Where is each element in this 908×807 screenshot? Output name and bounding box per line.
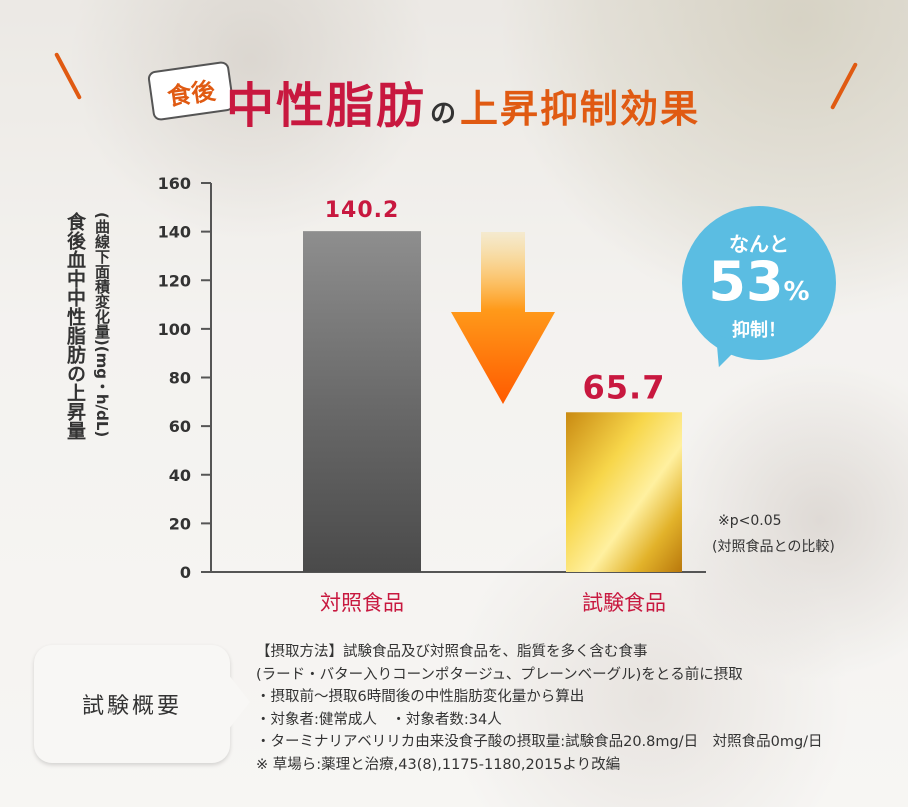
bar-1 (566, 412, 682, 572)
significance-note: ※p<0.05 (対照食品との比較) (712, 508, 835, 560)
category-label: 試験食品 (582, 591, 666, 615)
detail-line: ・摂取前～摂取6時間後の中性脂肪変化量から算出 (256, 689, 585, 705)
bar-value-label: 140.2 (325, 198, 400, 223)
y-axis-label: 食後血中中性脂肪の上昇量 (曲線下面積変化量)(mg・h/dL) (62, 212, 122, 532)
reduction-badge: なんと 53% 抑制！ (682, 206, 836, 360)
test-details: 【摂取方法】試験食品及び対照食品を、脂質を多く含む食事 (ラード・バター入りコー… (256, 641, 823, 776)
badge-bottom-text: 抑制！ (732, 320, 786, 341)
y-tick-label: 100 (158, 320, 191, 339)
y-axis-label-main: 食後血中中性脂肪の上昇量 (64, 212, 86, 440)
bar-chart: 0 20 40 60 80 100 120 140 160 140.2 対照食品 65.7 試験食品 (158, 174, 706, 615)
detail-line: ・ターミナリアベリリカ由来没食子酸の摂取量:試験食品20.8mg/日 対照食品0… (256, 734, 823, 750)
y-tick-label: 40 (169, 466, 191, 485)
chart-bars: 140.2 対照食品 65.7 試験食品 (303, 198, 682, 615)
y-tick-label: 80 (169, 369, 191, 388)
category-label: 対照食品 (320, 591, 404, 615)
bar-value-label: 65.7 (583, 368, 666, 406)
y-tick-label: 60 (169, 417, 191, 436)
badge-percent-value: 53 (708, 250, 784, 313)
chart-title: 食後 中性脂肪の上昇抑制効果 (146, 60, 850, 140)
down-arrow-shape (451, 232, 555, 404)
test-summary-label-text: 試験概要 (81, 694, 182, 719)
test-summary-label: 試験概要 (34, 645, 230, 763)
badge-percent: 53% (682, 252, 836, 322)
y-tick-label: 160 (158, 174, 191, 193)
detail-line: ※ 草場ら:薬理と治療,43(8),1175-1180,2015より改編 (256, 756, 621, 773)
down-arrow-icon (451, 232, 555, 404)
y-tick-label: 140 (158, 223, 191, 242)
title-particle: の (430, 99, 457, 129)
title-main-text: 中性脂肪 (226, 78, 427, 134)
title-suffix: 上昇抑制効果 (460, 87, 701, 131)
detail-line: ・対象者:健常成人 ・対象者数:34人 (256, 711, 502, 728)
badge-top-text: なんと (729, 232, 789, 256)
bar-0 (303, 231, 421, 573)
y-tick-label: 120 (158, 271, 191, 290)
y-axis-label-unit: (曲線下面積変化量)(mg・h/dL) (93, 212, 111, 438)
detail-line: 【摂取方法】試験食品及び対照食品を、脂質を多く含む食事 (256, 644, 648, 660)
title-text: 中性脂肪の上昇抑制効果 (226, 66, 700, 136)
significance-note-line1: ※p<0.05 (718, 513, 782, 529)
summary-pointer (228, 674, 250, 730)
y-tick-label: 20 (169, 514, 191, 533)
detail-line: (ラード・バター入りコーンポタージュ、プレーンベーグル)をとる前に摂取 (256, 666, 743, 683)
badge-percent-sign: % (783, 277, 810, 307)
y-tick-label: 0 (180, 563, 191, 582)
significance-note-line2: (対照食品との比較) (712, 539, 835, 555)
